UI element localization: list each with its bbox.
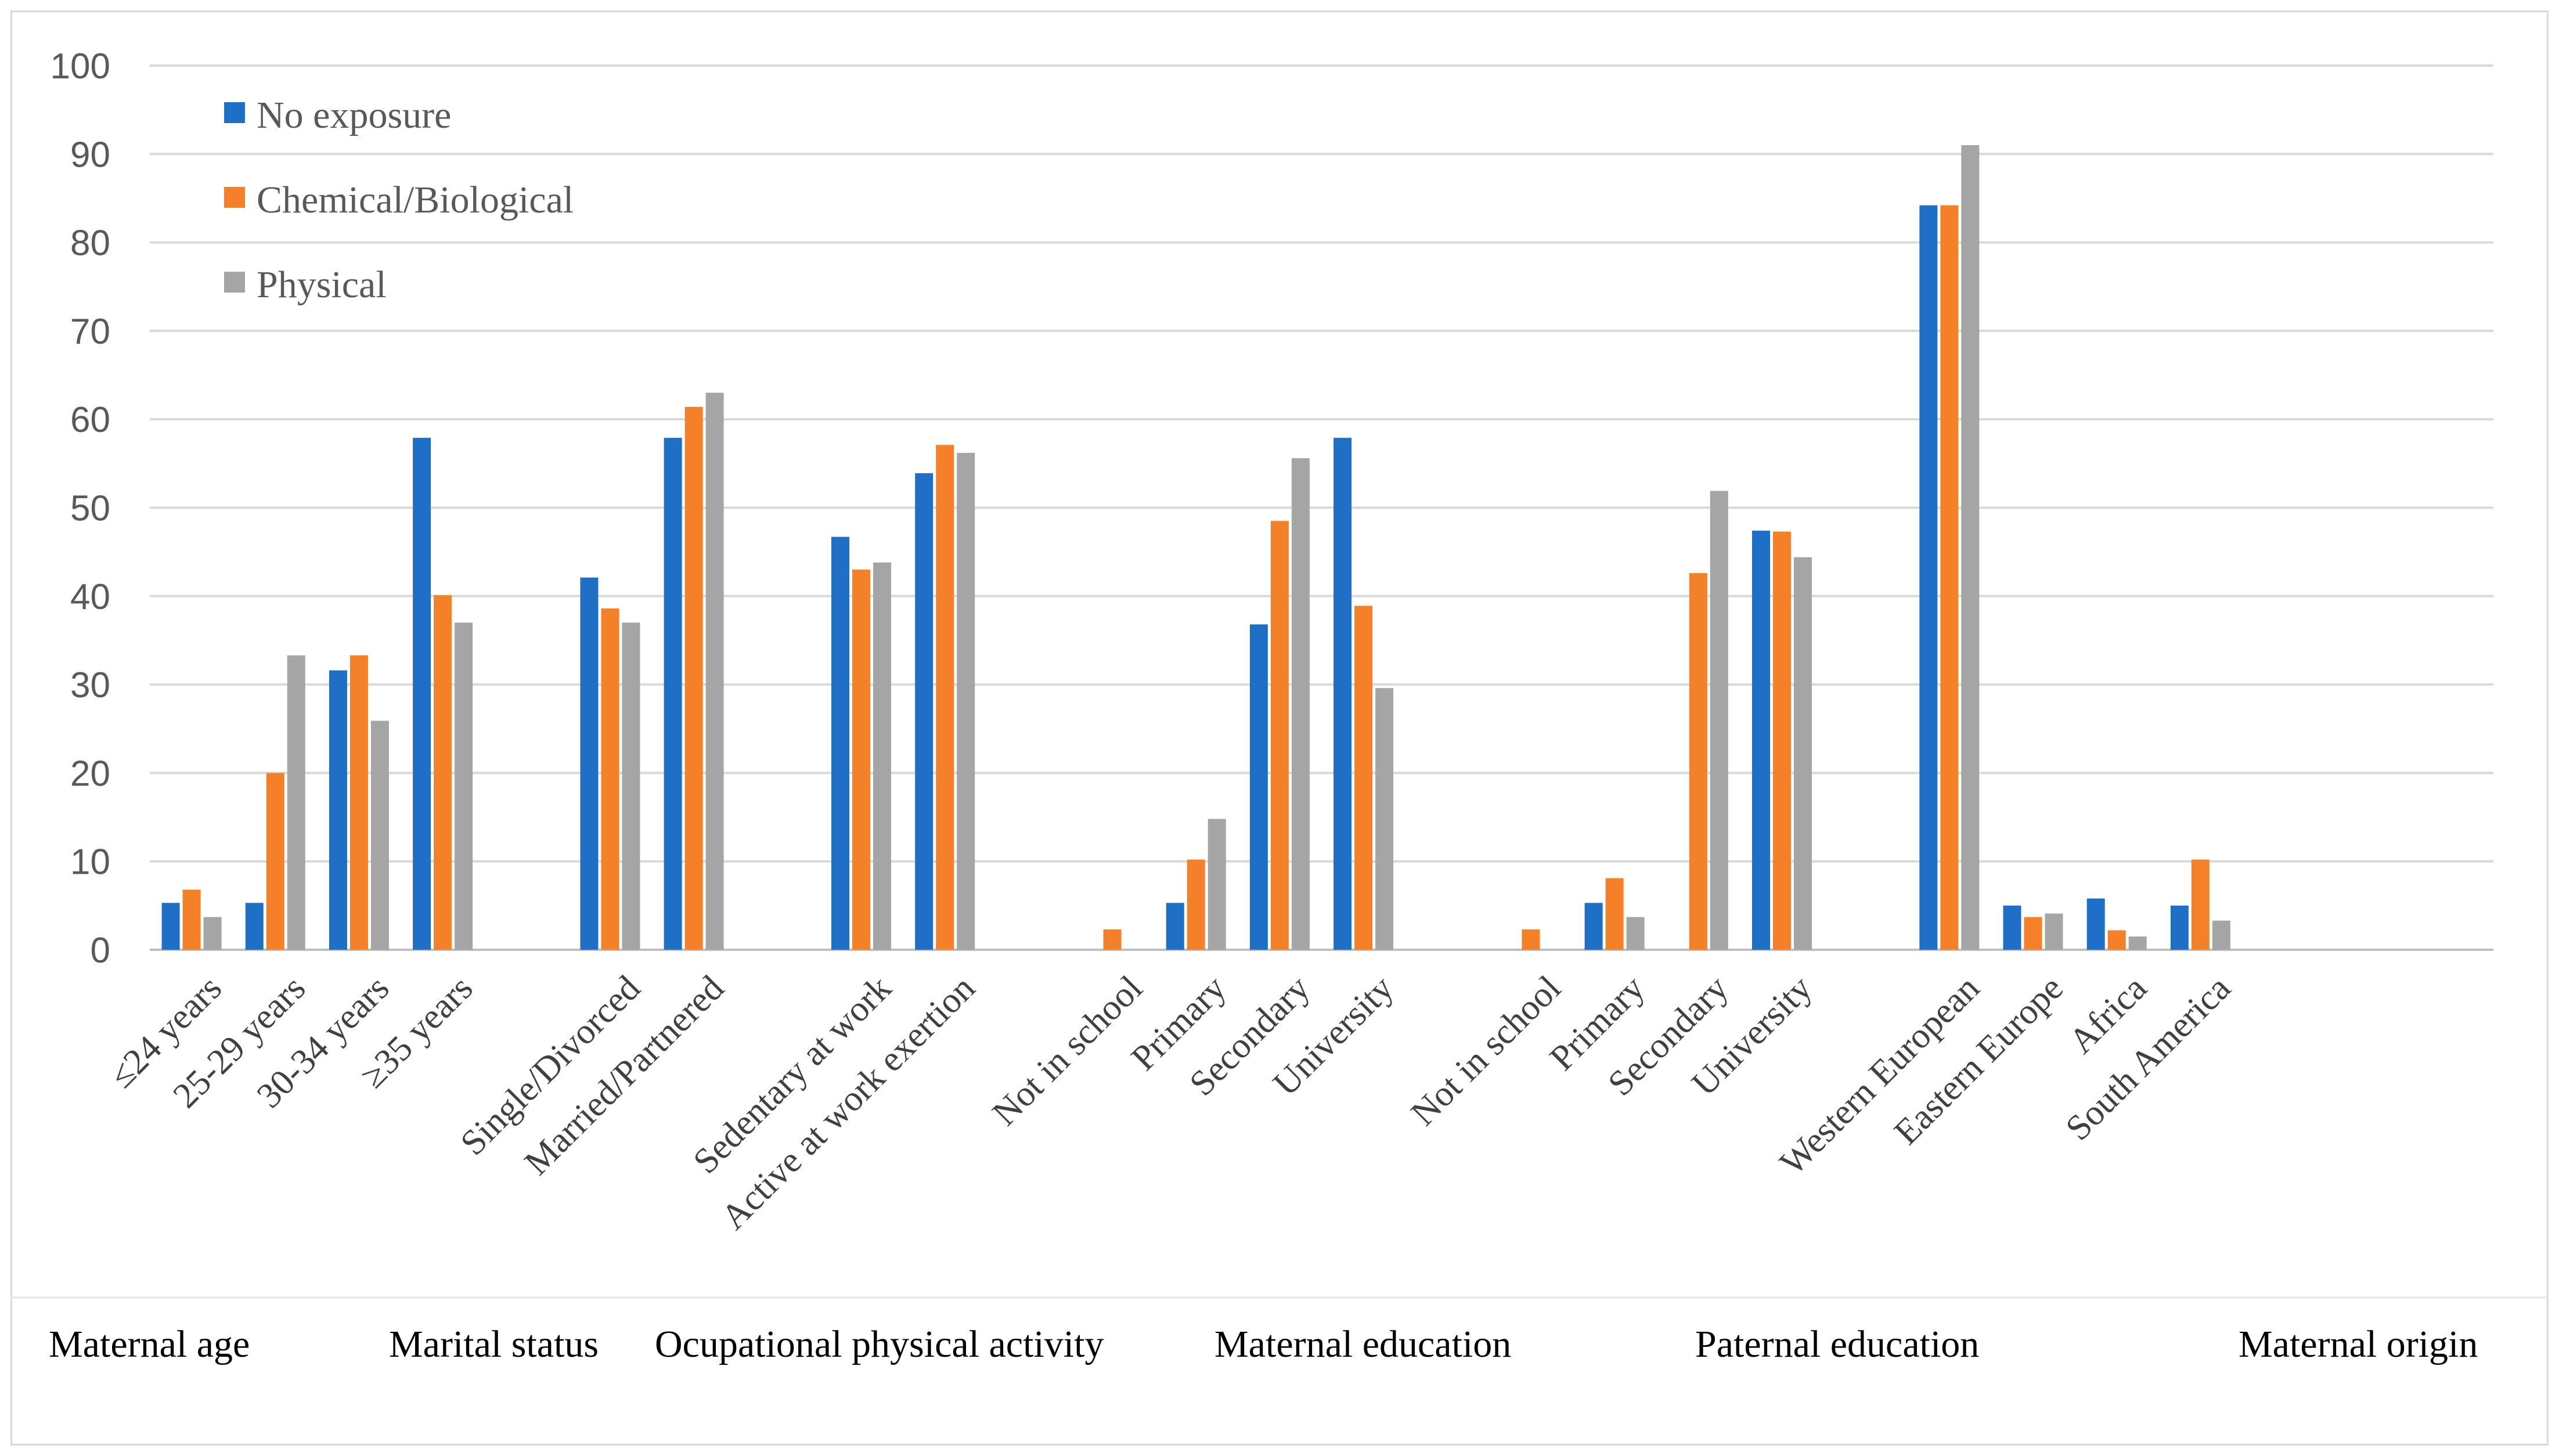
group-label: Paternal education bbox=[1695, 1323, 1979, 1365]
bar-no-exposure bbox=[1919, 205, 1938, 950]
bar-no-exposure bbox=[1584, 903, 1603, 950]
legend-swatch bbox=[224, 187, 245, 208]
bar-no-exposure bbox=[329, 670, 347, 950]
bar-physical bbox=[1626, 917, 1645, 950]
bar-no-exposure bbox=[664, 438, 682, 950]
bar-physical bbox=[622, 622, 640, 950]
bar-physical bbox=[370, 720, 389, 950]
group-label: Marital status bbox=[389, 1323, 599, 1365]
bar-no-exposure bbox=[915, 473, 934, 950]
legend: No exposure Chemical/Biological Physical bbox=[224, 94, 574, 306]
legend-label: No exposure bbox=[257, 94, 451, 136]
group-label: Ocupational physical activity bbox=[655, 1323, 1104, 1365]
bar-no-exposure bbox=[1751, 531, 1770, 950]
bar-no-exposure bbox=[161, 903, 180, 950]
y-tick-label: 40 bbox=[70, 577, 110, 617]
group-labels: Maternal age Marital status Ocupational ph… bbox=[10, 1296, 2549, 1365]
bar-chemical-biological bbox=[1522, 929, 1540, 950]
y-tick-label: 100 bbox=[51, 46, 110, 87]
y-tick-label: 70 bbox=[70, 312, 110, 352]
bar-no-exposure bbox=[1249, 624, 1268, 950]
bar-physical bbox=[2212, 920, 2230, 950]
bar-physical bbox=[2045, 913, 2063, 950]
bar-no-exposure bbox=[1333, 438, 1352, 950]
bar-physical bbox=[1375, 688, 1394, 950]
group-label: Maternal age bbox=[49, 1323, 250, 1365]
bar-physical bbox=[957, 453, 975, 950]
bar-chemical-biological bbox=[601, 608, 619, 950]
bar-physical bbox=[455, 622, 473, 950]
y-tick-label: 10 bbox=[70, 842, 110, 882]
bar-chemical-biological bbox=[1270, 521, 1289, 950]
bar-physical bbox=[1208, 819, 1226, 950]
y-tick-label: 20 bbox=[70, 754, 110, 794]
bar-chemical-biological bbox=[434, 595, 452, 950]
y-tick-label: 90 bbox=[70, 135, 110, 175]
bar-chemical-biological bbox=[1354, 606, 1373, 950]
bar-chemical-biological bbox=[182, 889, 201, 950]
bar-chemical-biological bbox=[684, 406, 703, 950]
bar-chemical-biological bbox=[1605, 878, 1624, 950]
bar-no-exposure bbox=[2086, 898, 2105, 950]
y-tick-label: 0 bbox=[91, 931, 110, 971]
bar-physical bbox=[1961, 145, 1980, 950]
bar-no-exposure bbox=[2003, 905, 2021, 950]
bar-chemical-biological bbox=[2191, 859, 2210, 950]
y-tick-label: 50 bbox=[70, 489, 110, 529]
bar-no-exposure bbox=[245, 903, 264, 950]
y-tick-label: 30 bbox=[70, 665, 110, 705]
bar-physical bbox=[873, 562, 892, 950]
legend-swatch bbox=[224, 272, 245, 293]
bar-physical bbox=[2128, 936, 2147, 950]
bar-no-exposure bbox=[831, 536, 850, 950]
bar-chemical-biological bbox=[266, 773, 284, 950]
y-tick-label: 60 bbox=[70, 400, 110, 440]
bar-chemical-biological bbox=[2024, 917, 2042, 950]
bar-chemical-biological bbox=[1940, 205, 1959, 950]
bar-physical bbox=[705, 392, 724, 950]
bar-chemical-biological bbox=[936, 445, 954, 950]
bar-no-exposure bbox=[413, 438, 431, 950]
y-axis: 0 10 20 30 40 50 60 70 80 90 100 bbox=[51, 46, 110, 971]
y-tick-label: 80 bbox=[70, 224, 110, 264]
group-label: Maternal origin bbox=[2239, 1323, 2478, 1365]
bar-chemical-biological bbox=[1689, 573, 1707, 950]
bar-chemical-biological bbox=[1772, 531, 1791, 950]
bar-physical bbox=[287, 655, 305, 950]
legend-label: Physical bbox=[257, 264, 387, 306]
bar-no-exposure bbox=[1166, 903, 1184, 950]
bar-physical bbox=[203, 917, 222, 950]
legend-label: Chemical/Biological bbox=[257, 179, 574, 221]
bar-physical bbox=[1710, 491, 1728, 950]
bar-chemical-biological bbox=[349, 655, 368, 950]
bar-no-exposure bbox=[2170, 905, 2189, 950]
bar-physical bbox=[1793, 557, 1812, 950]
bar-no-exposure bbox=[580, 577, 599, 950]
bar-chemical-biological bbox=[2107, 930, 2126, 950]
bar-chemical-biological bbox=[1187, 859, 1205, 950]
group-label: Maternal education bbox=[1214, 1323, 1511, 1365]
bar-physical bbox=[1291, 458, 1310, 950]
bars bbox=[161, 145, 2230, 950]
bar-chemical-biological bbox=[1103, 929, 1122, 950]
legend-swatch bbox=[224, 102, 245, 123]
bar-chemical-biological bbox=[852, 570, 871, 950]
